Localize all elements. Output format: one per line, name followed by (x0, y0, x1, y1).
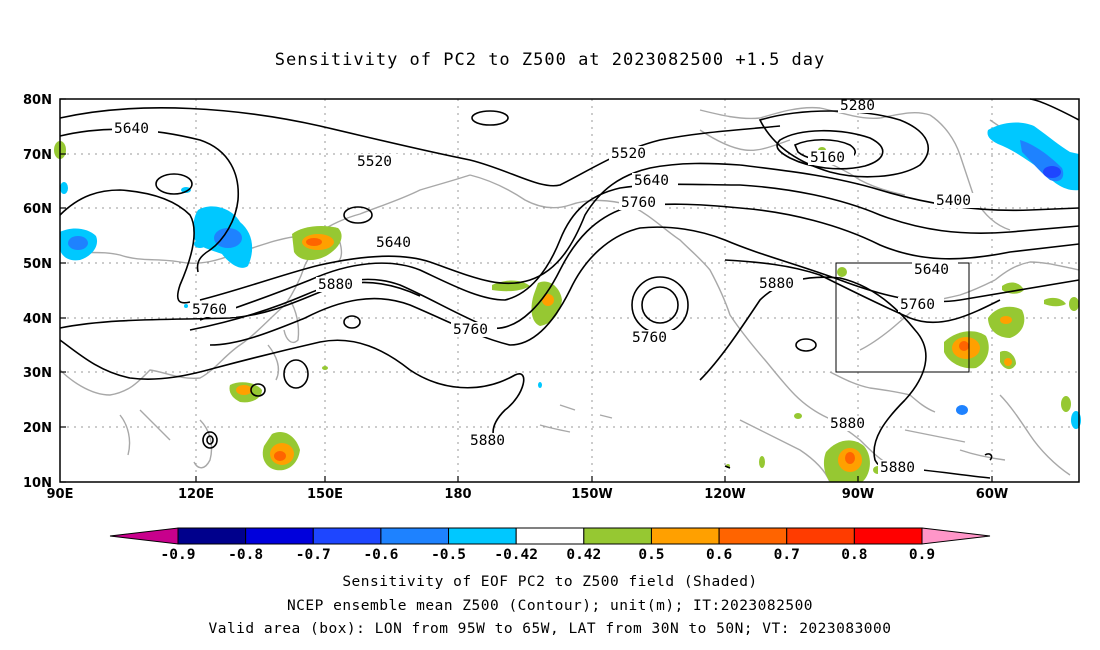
contour-label: 5160 (810, 150, 845, 166)
contour-label: 5760 (632, 330, 667, 346)
lon-label: 150E (307, 487, 343, 502)
latitude-labels: 80N 70N 60N 50N 40N 30N 20N 10N (23, 93, 52, 491)
contour-label: 5640 (634, 173, 669, 189)
lon-label: 150W (571, 487, 612, 502)
lon-label: 120E (178, 487, 214, 502)
contour-label: 5760 (900, 297, 935, 313)
lon-label: 180 (444, 487, 471, 502)
lat-label: 50N (23, 257, 52, 272)
colorbar-tick-label: -0.7 (296, 547, 331, 563)
contour-label: 5640 (376, 235, 411, 251)
lon-label: 60W (976, 487, 1008, 502)
lon-label: 90W (842, 487, 874, 502)
colorbar-lower-extend (109, 527, 179, 545)
longitude-labels: 90E 120E 150E 180 150W 120W 90W 60W (47, 487, 1009, 502)
contour-labels: 5640 5520 5640 5760 5880 5760 5880 5520 … (112, 98, 980, 476)
colorbar-tick-label: 0.9 (909, 547, 935, 563)
sensitivity-shading (54, 122, 1081, 482)
axis-ticks (60, 98, 993, 483)
caption-line-3: Valid area (box): LON from 95W to 65W, L… (208, 621, 892, 637)
contour-label: 5400 (936, 193, 971, 209)
colorbar-bin (718, 527, 788, 545)
contour-label: 5640 (114, 121, 149, 137)
colorbar-bin (312, 527, 382, 545)
colorbar-bin (786, 527, 855, 545)
colorbar-bin (583, 527, 652, 545)
contour-label: 5760 (453, 322, 488, 338)
contour-label: 5640 (914, 262, 949, 278)
lat-label: 80N (23, 93, 52, 108)
colorbar-tick-label: 0.8 (841, 547, 867, 563)
colorbar-tick-label: 0.5 (638, 547, 664, 563)
colorbar-tick-label: -0.8 (228, 547, 263, 563)
valid-area-box (835, 262, 970, 373)
contour-label: 5520 (611, 146, 646, 162)
plot-title: Sensitivity of PC2 to Z500 at 2023082500… (274, 50, 826, 70)
contour-label: 5880 (880, 460, 915, 476)
contour-label: 5760 (621, 195, 656, 211)
contour-label: 5880 (830, 416, 865, 432)
lat-label: 10N (23, 476, 52, 491)
colorbar-tick-label: 0.7 (774, 547, 800, 563)
colorbar: -0.9 -0.8 -0.7 -0.6 -0.5 -0.42 0.42 0.5 0.6 0.7 0.… (109, 527, 991, 563)
contour-label: 5520 (357, 154, 392, 170)
colorbar-tick-label: 0.42 (566, 547, 601, 563)
colorbar-tick-label: -0.6 (363, 547, 398, 563)
colorbar-tick-label: 0.6 (706, 547, 732, 563)
colorbar-tick-label: -0.9 (161, 547, 196, 563)
lat-label: 70N (23, 148, 52, 163)
lat-label: 20N (23, 421, 52, 436)
colorbar-bin (245, 527, 314, 545)
map-area: 5640 5520 5640 5760 5880 5760 5880 5520 … (54, 98, 1081, 483)
colorbar-bin (380, 527, 450, 545)
contour-label: 5280 (840, 98, 875, 114)
caption-line-1: Sensitivity of EOF PC2 to Z500 field (Sh… (342, 574, 758, 590)
contour-label: 5880 (759, 276, 794, 292)
colorbar-tick-label: -0.5 (431, 547, 466, 563)
colorbar-upper-extend (921, 527, 991, 545)
lat-label: 30N (23, 366, 52, 381)
lon-label: 120W (704, 487, 745, 502)
colorbar-bin (650, 527, 720, 545)
caption-line-2: NCEP ensemble mean Z500 (Contour); unit(… (286, 598, 814, 614)
colorbar-bin (853, 527, 923, 545)
colorbar-bin (448, 527, 517, 545)
colorbar-tick-label: -0.42 (494, 547, 538, 563)
contour-label: 5880 (470, 433, 505, 449)
contour-label: 5760 (192, 302, 227, 318)
contour-label: 5880 (318, 277, 353, 293)
lat-label: 40N (23, 312, 52, 327)
lat-label: 60N (23, 202, 52, 217)
lon-label: 90E (47, 487, 74, 502)
colorbar-bin (515, 527, 585, 545)
colorbar-bin (177, 527, 247, 545)
